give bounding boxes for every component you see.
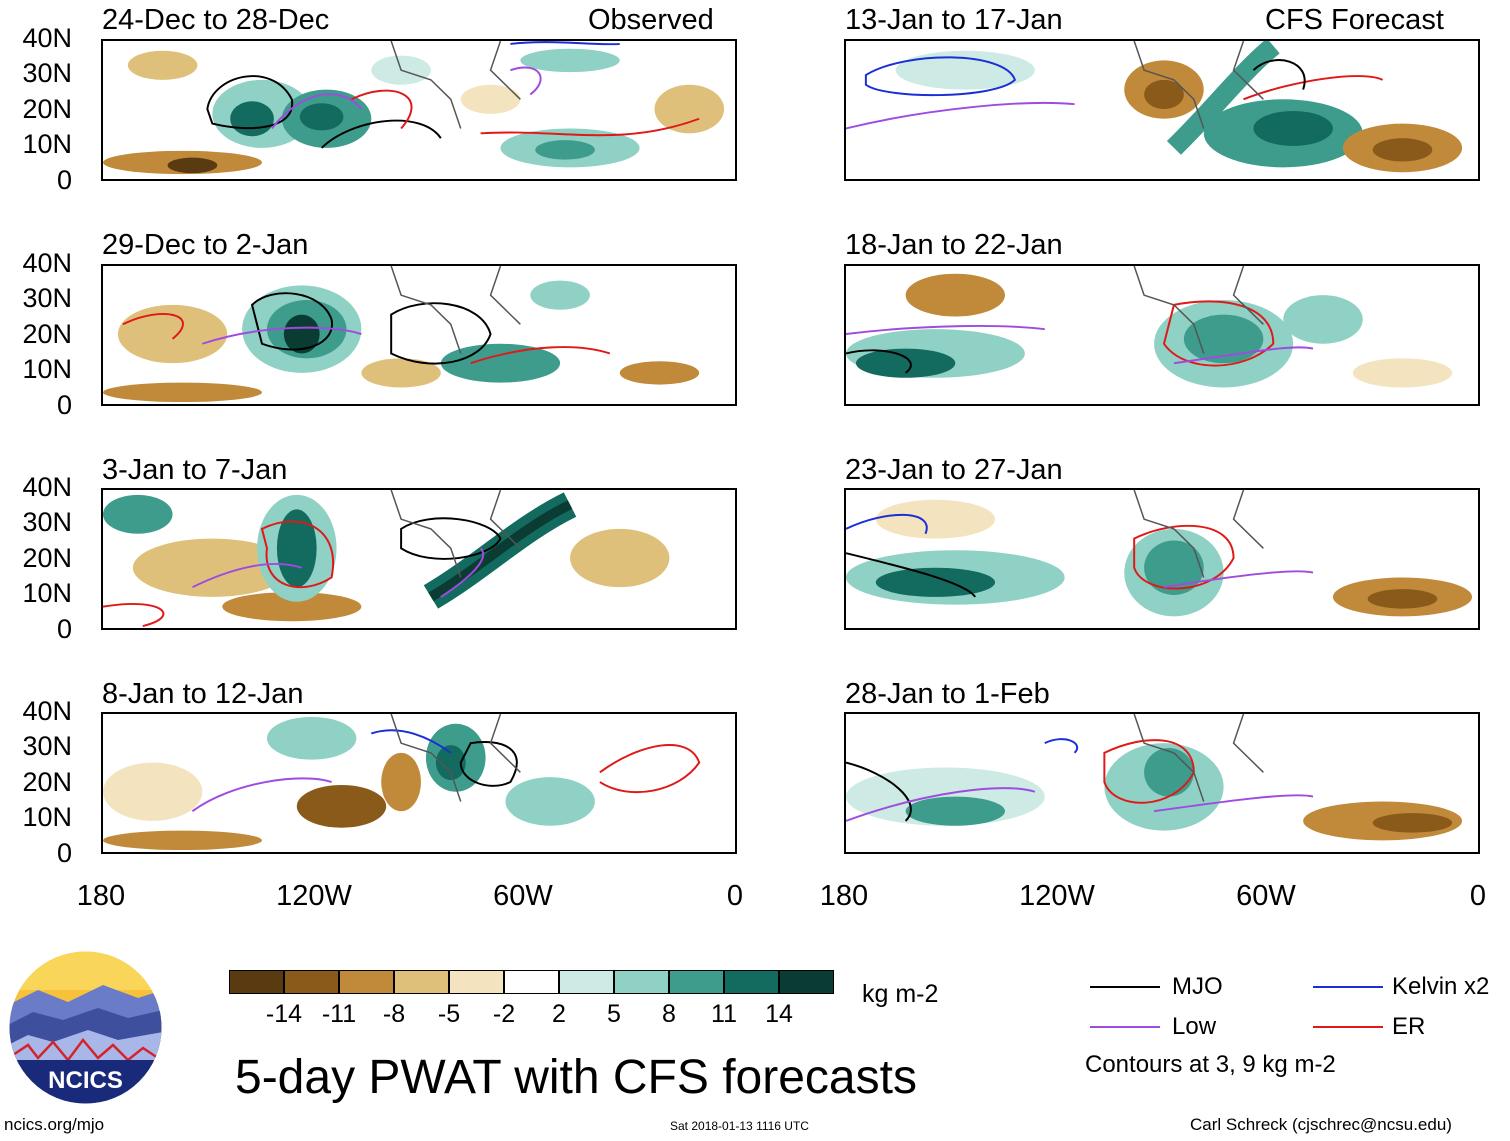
colorbar-label: 14	[765, 1000, 793, 1028]
panel-title-fc-1: 13-Jan to 17-Jan	[845, 4, 1063, 36]
map-panel-fc-1	[844, 39, 1480, 181]
lat-label-30n-obs-4: 30N	[22, 731, 72, 761]
colorbar-label: -5	[437, 1000, 461, 1028]
legend-swatch-kelvin	[1313, 986, 1383, 988]
colorbar-swatch-5	[449, 970, 504, 994]
lat-label-20n-obs-1: 20N	[22, 94, 72, 124]
lon-label-120w-left: 120W	[276, 880, 352, 912]
colorbar-swatch-8	[614, 970, 669, 994]
lon-label-0-left: 0	[726, 880, 744, 912]
colorbar-swatch-4	[394, 970, 449, 994]
map-panel-obs-3	[101, 488, 737, 630]
lat-label-40n-obs-1: 40N	[22, 23, 72, 53]
lat-label-0-obs-3: 0	[56, 614, 72, 644]
legend-swatch-mjo	[1090, 986, 1160, 988]
panel-title-obs-1: 24-Dec to 28-Dec	[102, 4, 330, 36]
lon-label-180-left: 180	[76, 880, 126, 912]
colorbar-label: 11	[711, 1000, 737, 1028]
colorbar-swatch-3	[339, 970, 394, 994]
legend-label-mjo: MJO	[1172, 973, 1223, 1000]
footer-timestamp: Sat 2018-01-13 1116 UTC	[670, 1119, 809, 1133]
ncics-logo-text: NCICS	[48, 1067, 123, 1094]
colorbar-swatch-1	[229, 970, 284, 994]
colorbar-swatch-7	[559, 970, 614, 994]
lat-label-40n-obs-2: 40N	[22, 248, 72, 278]
colorbar-swatch-6	[504, 970, 559, 994]
colorbar-swatch-10	[724, 970, 779, 994]
map-panel-fc-3	[844, 488, 1480, 630]
legend-label-low: Low	[1172, 1013, 1217, 1040]
colorbar-label: -8	[382, 1000, 406, 1028]
map-panel-obs-2	[101, 264, 737, 406]
colorbar-label: -11	[321, 1000, 357, 1028]
colorbar-label: -2	[492, 1000, 516, 1028]
legend-swatch-er	[1313, 1026, 1383, 1028]
map-panel-fc-4	[844, 712, 1480, 854]
header-forecast-tag: CFS Forecast	[1265, 4, 1444, 36]
header-observed-tag: Observed	[588, 4, 714, 36]
lat-label-30n-obs-3: 30N	[22, 507, 72, 537]
main-title: 5-day PWAT with CFS forecasts	[235, 1051, 917, 1104]
legend-swatch-low	[1090, 1026, 1160, 1028]
lat-label-20n-obs-4: 20N	[22, 767, 72, 797]
lat-label-30n-obs-1: 30N	[22, 58, 72, 88]
panel-title-fc-4: 28-Jan to 1-Feb	[845, 678, 1050, 710]
colorbar-swatch-9	[669, 970, 724, 994]
lat-label-0-obs-2: 0	[56, 390, 72, 420]
panel-title-fc-2: 18-Jan to 22-Jan	[845, 229, 1063, 261]
legend-label-kelvin: Kelvin x2	[1392, 973, 1490, 1000]
panel-title-obs-4: 8-Jan to 12-Jan	[102, 678, 304, 710]
colorbar-label: -14	[265, 1000, 303, 1028]
map-panel-obs-4	[101, 712, 737, 854]
lon-label-60w-right: 60W	[1236, 880, 1296, 912]
colorbar-swatch-11	[779, 970, 834, 994]
lon-label-0-right: 0	[1469, 880, 1487, 912]
colorbar-units: kg m-2	[862, 980, 939, 1008]
lat-label-10n-obs-1: 10N	[22, 129, 72, 159]
lat-label-10n-obs-4: 10N	[22, 802, 72, 832]
lon-label-120w-right: 120W	[1019, 880, 1095, 912]
lat-label-10n-obs-2: 10N	[22, 354, 72, 384]
lat-label-0-obs-1: 0	[56, 165, 72, 195]
legend-label-er: ER	[1392, 1013, 1426, 1040]
legend-note: Contours at 3, 9 kg m-2	[1085, 1051, 1336, 1078]
colorbar-label: 2	[552, 1000, 566, 1028]
lat-label-40n-obs-4: 40N	[22, 696, 72, 726]
lat-label-10n-obs-3: 10N	[22, 578, 72, 608]
footer-url: ncics.org/mjo	[4, 1115, 105, 1134]
lat-label-30n-obs-2: 30N	[22, 283, 72, 313]
footer-credit: Carl Schreck (cjschrec@ncsu.edu)	[1190, 1115, 1452, 1134]
lat-label-0-obs-4: 0	[56, 838, 72, 868]
ncics-logo: NCICS	[9, 951, 162, 1104]
colorbar-label: 8	[662, 1000, 676, 1028]
lat-label-20n-obs-3: 20N	[22, 543, 72, 573]
lat-label-20n-obs-2: 20N	[22, 319, 72, 349]
colorbar-label: 5	[607, 1000, 621, 1028]
lon-label-60w-left: 60W	[493, 880, 553, 912]
panel-title-obs-2: 29-Dec to 2-Jan	[102, 229, 309, 261]
panel-title-obs-3: 3-Jan to 7-Jan	[102, 454, 288, 486]
lon-label-180-right: 180	[819, 880, 869, 912]
colorbar-swatch-2	[284, 970, 339, 994]
lat-label-40n-obs-3: 40N	[22, 472, 72, 502]
map-panel-obs-1	[101, 39, 737, 181]
panel-title-fc-3: 23-Jan to 27-Jan	[845, 454, 1063, 486]
map-panel-fc-2	[844, 264, 1480, 406]
